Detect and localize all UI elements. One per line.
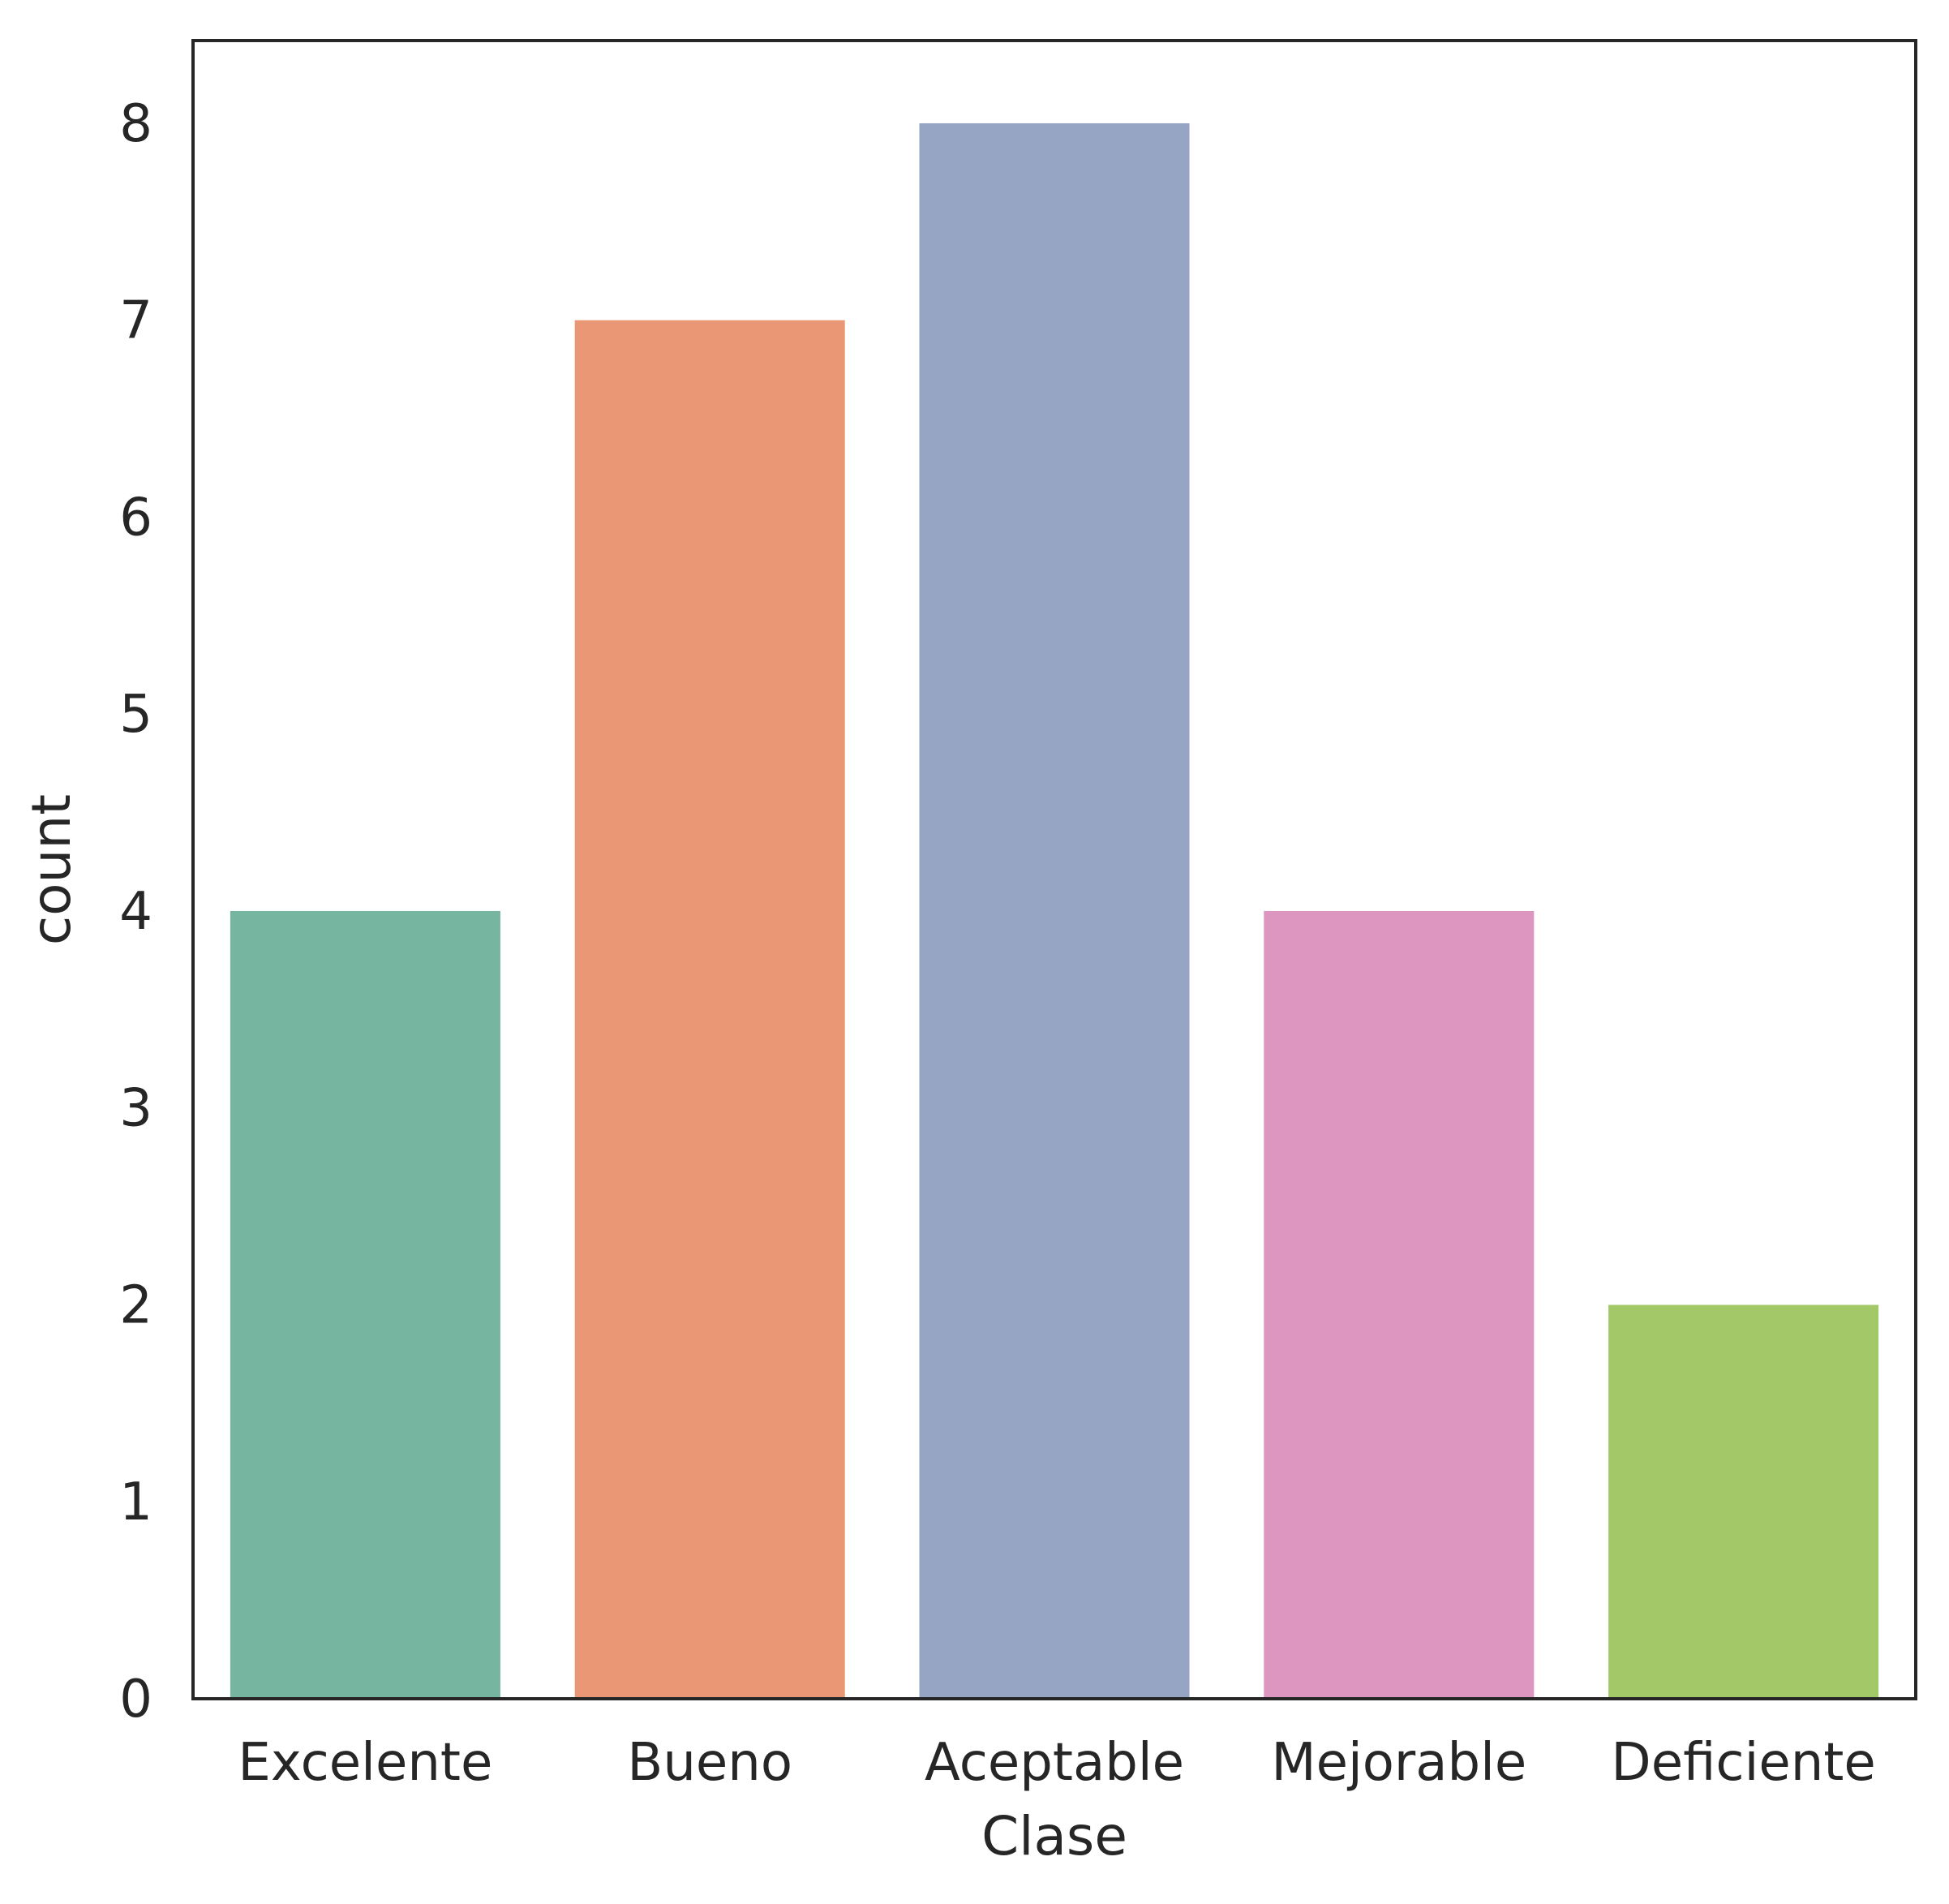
x-axis-ticks: Excelente Bueno Aceptable Mejorable Deficien… <box>238 1733 1875 1793</box>
y-tick-label: 4 <box>119 882 152 942</box>
y-tick-label: 8 <box>119 94 152 154</box>
y-tick-label: 5 <box>119 685 152 745</box>
x-tick-label: Aceptable <box>925 1733 1184 1793</box>
y-tick-label: 1 <box>119 1472 152 1532</box>
bar-bueno <box>574 320 845 1699</box>
bar-mejorable <box>1264 910 1535 1699</box>
plot-frame <box>191 39 1917 1700</box>
bar-excelente <box>230 910 500 1699</box>
bar-aceptable <box>919 122 1190 1699</box>
x-tick-label: Deficiente <box>1611 1733 1875 1793</box>
y-axis-label: count <box>20 794 83 945</box>
y-tick-label: 7 <box>119 291 152 351</box>
x-tick-label: Excelente <box>238 1733 492 1793</box>
y-axis-ticks: 0 1 2 3 4 5 6 7 8 <box>119 94 152 1730</box>
x-tick-label: Mejorable <box>1271 1733 1526 1793</box>
y-tick-label: 0 <box>119 1670 152 1730</box>
y-tick-label: 3 <box>119 1079 152 1139</box>
y-tick-label: 2 <box>119 1275 152 1335</box>
bars-group <box>230 122 1879 1699</box>
y-tick-label: 6 <box>119 488 152 548</box>
x-tick-label: Bueno <box>627 1733 792 1793</box>
bar-deficiente <box>1608 1304 1879 1699</box>
x-axis-label: Clase <box>981 1805 1127 1867</box>
